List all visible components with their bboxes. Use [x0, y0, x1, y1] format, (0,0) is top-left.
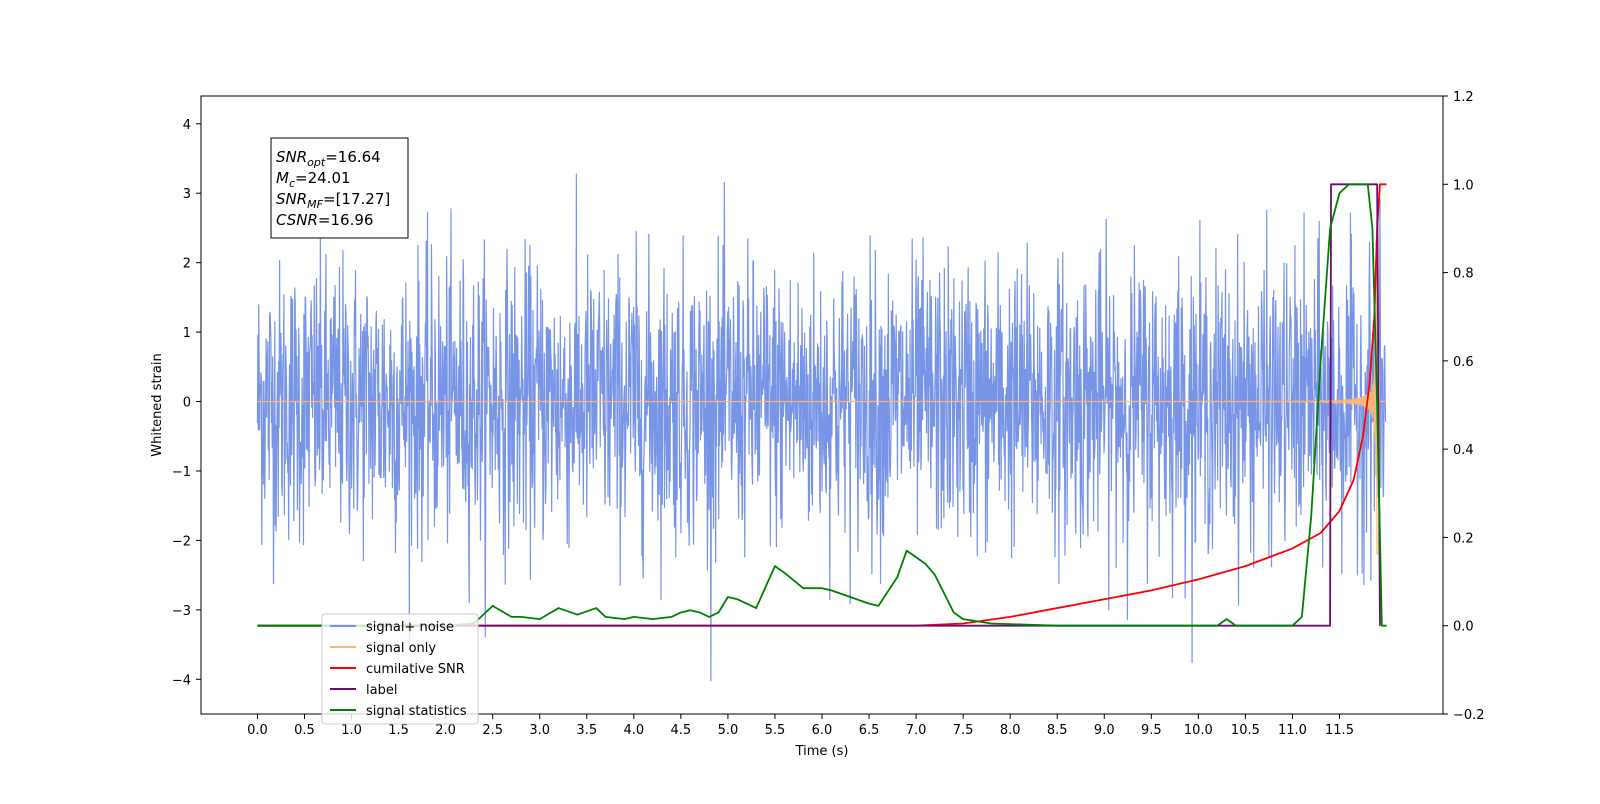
x-tick-label: 6.5 — [859, 723, 880, 738]
x-tick-label: 5.5 — [765, 723, 786, 738]
stats-subscript: MF — [307, 198, 323, 211]
y-tick-label-left: −1 — [172, 465, 191, 480]
stats-symbol: SNR — [276, 190, 307, 208]
y-tick-label-right: 0.2 — [1453, 531, 1474, 546]
stats-line: CSNR=16.96 — [276, 211, 373, 229]
series-line-signal-statistics — [257, 183, 1387, 627]
stats-box: SNRopt=16.64Mc=24.01SNRMF=[17.27]CSNR=16… — [270, 137, 409, 239]
plot-series-layer — [256, 173, 1387, 682]
x-tick-label: 1.5 — [388, 723, 409, 738]
stats-subscript: c — [289, 177, 295, 190]
stats-symbol: M — [276, 169, 289, 187]
x-tick-label: 7.0 — [906, 723, 927, 738]
series-line-signal-noise — [256, 173, 1387, 682]
series-line-signal-only — [257, 219, 1386, 555]
x-tick-label: 4.5 — [671, 723, 692, 738]
y-tick-label-left: 2 — [183, 257, 191, 272]
y-tick-label-left: 4 — [183, 118, 191, 133]
stats-symbol: CSNR — [276, 211, 318, 229]
y-tick-label-left: −4 — [172, 673, 191, 688]
y-tick-label-right: −0.2 — [1453, 708, 1485, 723]
stats-line: SNRMF=[17.27] — [276, 190, 390, 211]
legend-entry-label: signal statistics — [366, 704, 467, 719]
y-tick-label-right: 0.8 — [1453, 267, 1474, 282]
stats-value: =16.64 — [325, 148, 381, 166]
y-tick-label-right: 0.0 — [1453, 620, 1474, 635]
x-tick-label: 9.0 — [1094, 723, 1115, 738]
stats-subscript: opt — [307, 156, 326, 169]
y-tick-label-right: 0.6 — [1453, 355, 1474, 370]
y-tick-label-right: 1.2 — [1453, 90, 1474, 105]
y-tick-label-left: 3 — [183, 187, 191, 202]
y-tick-label-left: −2 — [172, 534, 191, 549]
legend-entry-label: label — [366, 683, 397, 698]
stats-line: SNRopt=16.64 — [276, 148, 381, 169]
x-tick-label: 6.0 — [812, 723, 833, 738]
stats-value: =[17.27] — [323, 190, 390, 208]
legend-frame — [321, 613, 479, 725]
y-axis-label: Whitened strain — [150, 353, 165, 456]
x-tick-label: 1.0 — [341, 723, 362, 738]
y-tick-label-left: −3 — [172, 604, 191, 619]
x-tick-label: 3.0 — [529, 723, 550, 738]
x-tick-label: 5.0 — [718, 723, 739, 738]
stats-value: =16.96 — [318, 211, 374, 229]
plot-area — [256, 173, 1387, 682]
x-tick-label: 0.5 — [294, 723, 315, 738]
x-tick-label: 8.0 — [1000, 723, 1021, 738]
legend: signal+ noise signal only cumilative SNR la… — [321, 613, 479, 725]
stats-symbol: SNR — [276, 148, 307, 166]
x-tick-label: 7.5 — [953, 723, 974, 738]
x-tick-label: 3.5 — [576, 723, 597, 738]
legend-entry-label: signal+ noise — [366, 620, 454, 635]
y-tick-label-right: 0.4 — [1453, 443, 1474, 458]
stats-line: Mc=24.01 — [276, 169, 351, 190]
x-axis-label: Time (s) — [795, 744, 849, 759]
series-line-label — [257, 183, 1381, 627]
stats-box-frame — [270, 137, 409, 239]
x-tick-label: 11.5 — [1325, 723, 1354, 738]
x-tick-label: 8.5 — [1047, 723, 1068, 738]
y-tick-label-left: 0 — [183, 396, 191, 411]
x-tick-label: 10.5 — [1231, 723, 1260, 738]
y-tick-label-right: 1.0 — [1453, 178, 1474, 193]
x-tick-label: 9.5 — [1141, 723, 1162, 738]
y-tick-label-left: 1 — [183, 326, 191, 341]
x-tick-label: 4.0 — [623, 723, 644, 738]
x-tick-label: 2.0 — [435, 723, 456, 738]
legend-entry-label: cumilative SNR — [366, 662, 465, 677]
x-tick-label: 0.0 — [247, 723, 268, 738]
x-tick-label: 10.0 — [1184, 723, 1213, 738]
axes-layer: 0.0 0.5 1.0 1.5 2.0 2.5 3.0 3.5 4.0 4.5 5.0 5.5 6.0 6… — [150, 90, 1485, 759]
legend-entry-label: signal only — [366, 641, 436, 656]
x-tick-label: 11.0 — [1278, 723, 1307, 738]
stats-value: =24.01 — [295, 169, 351, 187]
x-tick-label: 2.5 — [482, 723, 503, 738]
